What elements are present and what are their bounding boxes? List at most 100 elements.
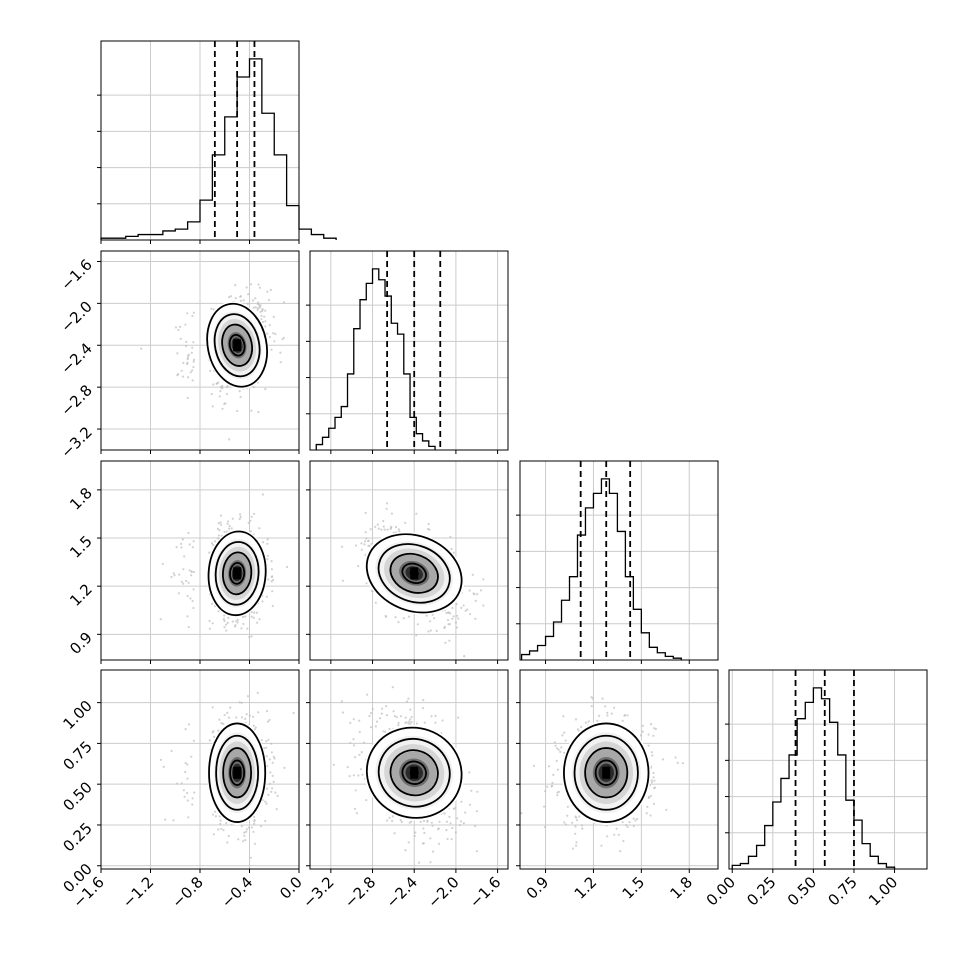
scatter-point [475, 850, 478, 853]
scatter-point [429, 629, 432, 632]
scatter-point [184, 344, 188, 348]
scatter-point [651, 754, 654, 757]
scatter-point [654, 727, 658, 731]
scatter-point [187, 816, 190, 819]
scatter-point [225, 822, 228, 825]
scatter-point [236, 621, 239, 624]
scatter-point [449, 535, 452, 538]
scatter-point [229, 295, 232, 298]
scatter-point [456, 614, 459, 617]
scatter-point [245, 286, 248, 289]
scatter-point [443, 626, 446, 630]
scatter-point [434, 714, 437, 718]
scatter-point [190, 351, 193, 354]
x-tick-label: 0.50 [784, 873, 820, 909]
x-tick-label: −1.2 [119, 873, 157, 911]
scatter-point [256, 621, 259, 624]
scatter-point [423, 721, 426, 724]
scatter-point [223, 614, 226, 617]
scatter-point [283, 766, 286, 770]
scatter-points [159, 493, 289, 639]
scatter-point [574, 718, 578, 721]
contour-line [389, 552, 439, 594]
scatter-point [455, 603, 458, 606]
scatter-point [250, 611, 253, 614]
scatter-point [413, 834, 416, 838]
scatter-point [222, 722, 225, 726]
panel-frame [309, 250, 509, 451]
scatter-point [267, 793, 270, 796]
scatter-point [649, 723, 653, 726]
contour-line [208, 722, 267, 823]
scatter-point [468, 589, 471, 592]
scatter-point [226, 841, 229, 844]
y-tick-label: 0.9 [66, 628, 96, 658]
scatter-point [262, 320, 265, 324]
scatter-point [452, 551, 455, 554]
scatter-point [228, 438, 231, 441]
scatter-point [265, 710, 269, 713]
scatter-point [272, 780, 275, 784]
scatter-point [292, 711, 295, 715]
scatter-point [186, 777, 189, 780]
scatter-point [423, 831, 426, 835]
scatter-point [546, 785, 549, 788]
scatter-point [574, 832, 577, 835]
scatter-point [282, 301, 286, 304]
scatter-point [192, 540, 195, 543]
scatter-point [422, 699, 425, 702]
scatter-point [445, 611, 448, 615]
scatter-point [271, 787, 274, 790]
scatter-panel-1-2 [100, 250, 300, 451]
scatter-point [187, 581, 190, 584]
scatter-point [180, 580, 183, 583]
scatter-point [254, 726, 257, 729]
scatter-point [386, 528, 389, 531]
scatter-point [626, 714, 629, 717]
density-peak [410, 567, 419, 580]
scatter-point [216, 382, 219, 385]
scatter-point [234, 297, 237, 300]
contour-line [222, 747, 253, 799]
scatter-point [225, 392, 228, 396]
scatter-point [229, 706, 232, 709]
scatter-point [452, 807, 455, 811]
scatter-point [559, 750, 562, 754]
scatter-point [374, 725, 377, 728]
scatter-point [192, 360, 195, 363]
scatter-point [162, 765, 165, 769]
scatter-point [622, 839, 625, 843]
scatter-point [385, 705, 388, 708]
x-tick-label: −2.8 [341, 873, 379, 911]
scatter-point [359, 768, 362, 771]
scatter-point [371, 707, 374, 711]
scatter-point [394, 525, 398, 529]
scatter-point [376, 720, 379, 723]
scatter-point [272, 755, 275, 758]
scatter-point [253, 611, 256, 614]
scatter-point [361, 773, 364, 776]
contour-line [221, 323, 254, 367]
scatter-point [617, 833, 620, 836]
scatter-point [182, 568, 185, 571]
scatter-point [173, 574, 176, 577]
scatter-point [357, 774, 360, 777]
contour-line [401, 562, 427, 584]
panel-plot-area [159, 691, 295, 859]
scatter-point [247, 521, 250, 524]
y-tick-label: −1.6 [57, 256, 95, 294]
scatter-point [239, 395, 242, 399]
x-tick-label: 0.00 [703, 873, 739, 909]
scatter-point [434, 721, 437, 724]
scatter-point [681, 762, 685, 765]
scatter-point [552, 773, 555, 777]
scatter-point [243, 831, 246, 834]
scatter-point [249, 519, 252, 522]
scatter-point [653, 786, 657, 789]
scatter-point [634, 819, 637, 822]
scatter-point [543, 805, 546, 808]
x-tick-label: −3.2 [299, 873, 337, 911]
scatter-point [219, 822, 222, 826]
scatter-point [235, 620, 238, 623]
scatter-point [561, 734, 564, 737]
